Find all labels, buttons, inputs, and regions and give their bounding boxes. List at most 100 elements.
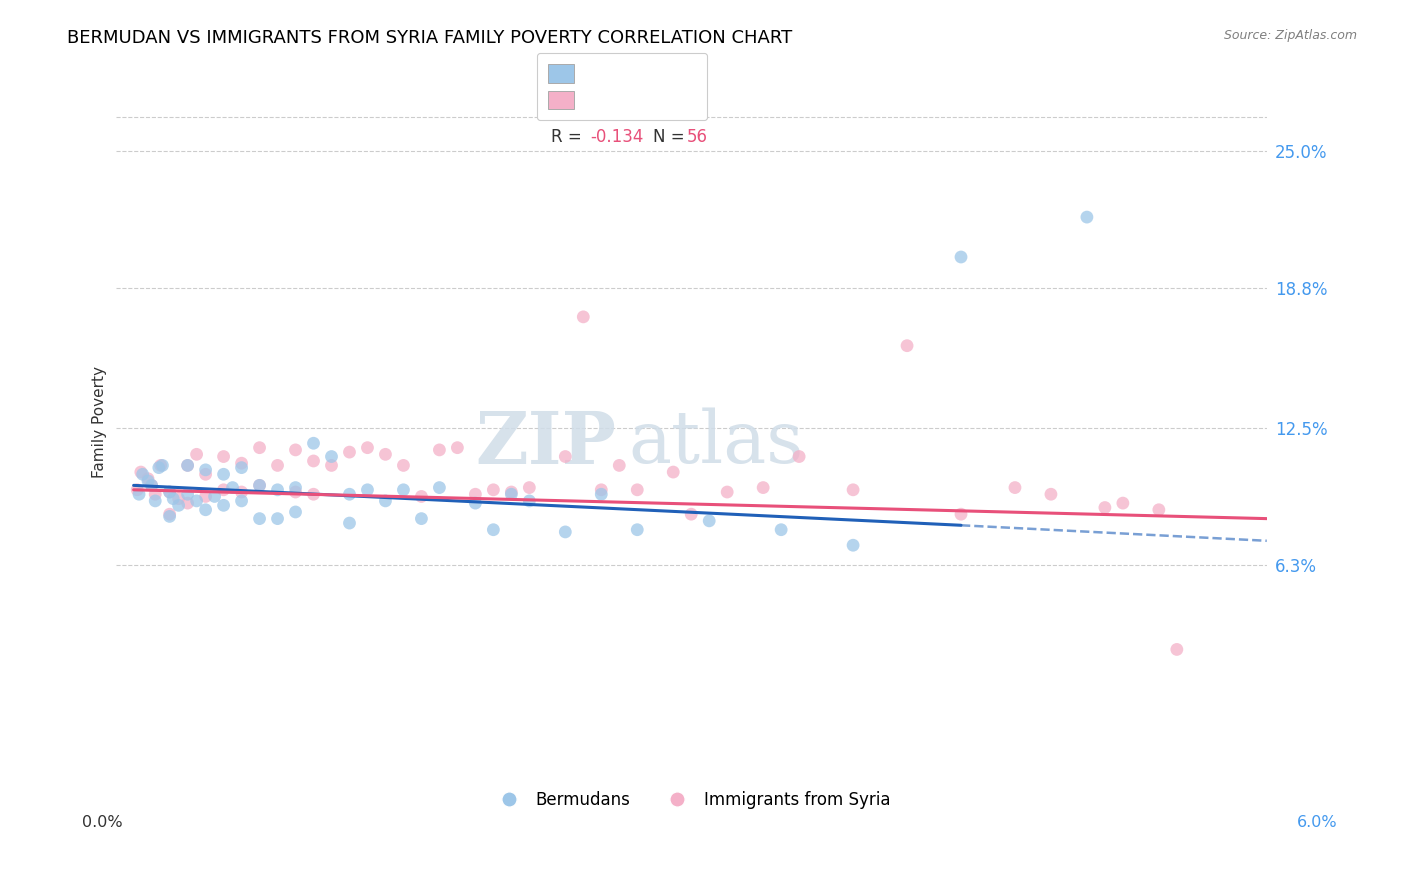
Point (162, 491, 184, 506)
Point (842, 538, 865, 552)
Point (167, 499, 190, 513)
Text: R =: R = (551, 97, 586, 115)
Point (212, 483, 235, 497)
Point (411, 511, 433, 525)
Y-axis label: Family Poverty: Family Poverty (93, 367, 107, 478)
Point (1112, 496, 1135, 510)
Point (143, 487, 166, 501)
Point (194, 463, 217, 477)
Point (321, 450, 343, 464)
Point (607, 458, 630, 473)
Point (356, 483, 378, 497)
Point (249, 441, 271, 455)
Point (231, 494, 253, 508)
Point (176, 458, 198, 473)
Point (464, 496, 486, 510)
Point (752, 481, 775, 495)
Text: Source: ZipAtlas.com: Source: ZipAtlas.com (1223, 29, 1357, 42)
Point (517, 494, 540, 508)
Point (176, 487, 198, 501)
Point (136, 472, 159, 486)
Point (374, 494, 396, 508)
Point (321, 458, 343, 473)
Text: -0.175: -0.175 (591, 97, 643, 115)
Point (152, 458, 174, 473)
Point (626, 523, 648, 537)
Point (266, 511, 288, 525)
Text: R =: R = (551, 128, 586, 146)
Point (204, 490, 226, 504)
Point (284, 485, 307, 500)
Point (221, 481, 243, 495)
Point (141, 478, 163, 492)
Point (159, 485, 181, 500)
Text: 6.0%: 6.0% (1298, 815, 1337, 830)
Point (127, 483, 149, 497)
Point (141, 478, 163, 492)
Point (554, 450, 576, 464)
Text: ZIP: ZIP (475, 408, 616, 479)
Point (302, 454, 325, 468)
Point (482, 483, 505, 497)
Point (159, 507, 181, 521)
Point (411, 490, 433, 504)
Point (231, 485, 253, 500)
Point (302, 436, 325, 450)
Point (176, 458, 198, 473)
Point (1076, 210, 1098, 224)
Point (339, 445, 361, 459)
Point (517, 481, 540, 495)
Point (842, 483, 865, 497)
Text: -0.134: -0.134 (591, 128, 644, 146)
Point (149, 458, 172, 473)
Point (1147, 502, 1170, 516)
Point (716, 485, 738, 500)
Point (302, 487, 325, 501)
Point (464, 487, 486, 501)
Point (128, 487, 150, 501)
Point (896, 339, 918, 353)
Point (374, 447, 396, 461)
Point (591, 483, 613, 497)
Point (697, 514, 720, 528)
Point (554, 524, 576, 539)
Point (167, 491, 190, 506)
Point (212, 499, 235, 513)
Point (501, 485, 523, 500)
Point (446, 441, 468, 455)
Point (681, 507, 703, 521)
Point (482, 523, 505, 537)
Point (429, 442, 451, 457)
Point (231, 456, 253, 470)
Point (950, 507, 973, 521)
Point (249, 478, 271, 492)
Point (1039, 487, 1062, 501)
Text: 56: 56 (686, 128, 707, 146)
Point (339, 516, 361, 530)
Point (1094, 500, 1116, 515)
Point (626, 483, 648, 497)
Point (591, 487, 613, 501)
Text: N =: N = (654, 97, 690, 115)
Point (159, 509, 181, 524)
Point (148, 460, 170, 475)
Point (143, 494, 166, 508)
Text: atlas: atlas (628, 408, 803, 478)
Point (501, 487, 523, 501)
Point (770, 523, 793, 537)
Point (136, 474, 159, 488)
Point (284, 505, 307, 519)
Point (194, 490, 217, 504)
Point (212, 450, 235, 464)
Point (284, 481, 307, 495)
Point (249, 511, 271, 525)
Point (266, 458, 288, 473)
Point (284, 442, 307, 457)
Point (1166, 642, 1188, 657)
Text: N =: N = (654, 128, 690, 146)
Point (356, 441, 378, 455)
Point (212, 467, 235, 482)
Point (159, 485, 181, 500)
Point (392, 483, 415, 497)
Point (392, 458, 415, 473)
